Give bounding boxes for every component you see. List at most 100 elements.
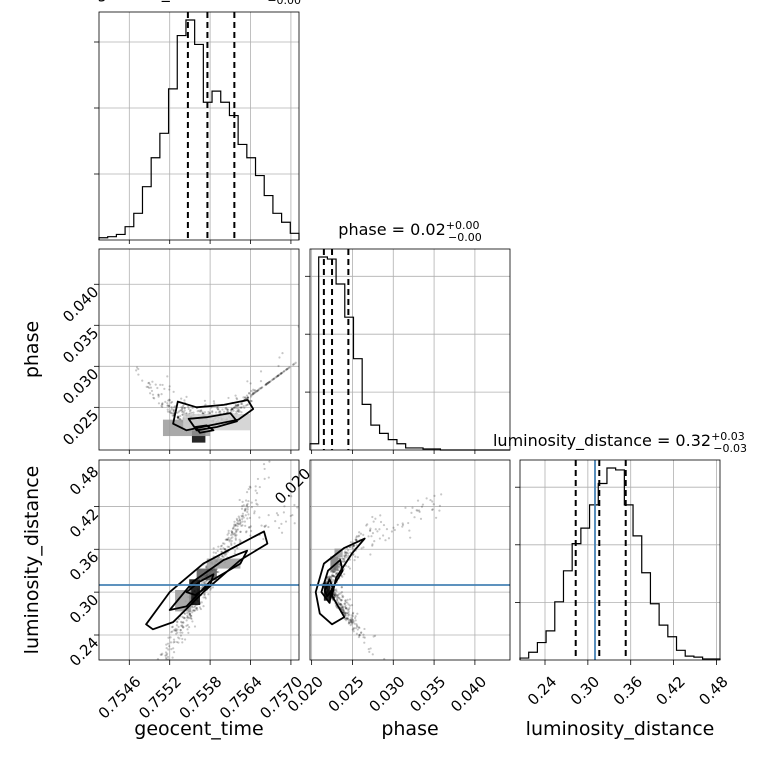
scatter-point xyxy=(342,610,346,613)
scatter-point xyxy=(245,403,249,407)
scatter-point xyxy=(354,619,357,622)
scatter-point xyxy=(158,666,160,668)
scatter-point xyxy=(331,571,334,574)
scatter-point xyxy=(280,522,283,525)
ytick-label-luminosity_distance-2: 0.36 xyxy=(66,548,102,584)
scatter-point xyxy=(200,601,203,604)
scatter-point xyxy=(186,616,189,619)
scatter-point xyxy=(404,506,407,509)
scatter-point xyxy=(331,573,334,576)
scatter-point xyxy=(166,652,169,655)
scatter-point xyxy=(254,489,257,492)
scatter-point xyxy=(349,620,353,623)
ytick-label-phase-low: 0.020 xyxy=(271,465,314,508)
scatter-point xyxy=(173,640,176,643)
scatter-point xyxy=(274,520,277,523)
scatter-point xyxy=(171,625,174,628)
scatter-point xyxy=(240,402,243,406)
scatter-point xyxy=(142,689,144,691)
scatter-point xyxy=(355,539,358,542)
scatter-point xyxy=(243,509,246,512)
scatter-point xyxy=(203,593,206,596)
xtick-label-luminosity_distance-4: 0.48 xyxy=(695,673,731,709)
scatter-point xyxy=(353,544,356,547)
scatter-point xyxy=(343,554,346,557)
scatter-point xyxy=(235,533,238,537)
scatter-point xyxy=(334,594,337,597)
scatter-point xyxy=(275,375,279,378)
scatter-point xyxy=(226,545,229,548)
panel-title-phase: phase = 0.02+0.00 −0.00 xyxy=(338,219,481,244)
scatter-point xyxy=(204,566,208,569)
histogram-phase xyxy=(309,256,510,451)
scatter-point xyxy=(216,407,219,410)
scatter-point xyxy=(349,619,352,622)
scatter-point xyxy=(286,436,288,438)
scatter-point xyxy=(221,555,224,558)
scatter-point xyxy=(246,403,250,406)
scatter-point xyxy=(259,387,262,390)
density-cell-phase-vs-luminosity_distance-0 xyxy=(323,583,331,601)
scatter-point xyxy=(343,559,346,563)
scatter-point xyxy=(256,477,260,481)
scatter-point xyxy=(187,626,191,629)
scatter-point xyxy=(181,409,184,412)
scatter-point xyxy=(146,685,148,687)
scatter-point xyxy=(176,416,179,419)
scatter-point xyxy=(285,368,288,371)
scatter-point xyxy=(165,643,168,646)
scatter-point xyxy=(168,410,171,414)
scatter-point xyxy=(352,544,356,547)
scatter-point xyxy=(341,575,344,578)
scatter-point xyxy=(232,532,236,535)
scatter-point xyxy=(263,525,266,528)
scatter-point xyxy=(175,624,178,627)
scatter-point xyxy=(335,593,338,596)
scatter-point xyxy=(172,638,176,641)
scatter-point xyxy=(180,406,183,409)
scatter-point xyxy=(157,663,159,665)
scatter-point xyxy=(350,622,353,625)
scatter-point xyxy=(341,606,345,609)
scatter-point xyxy=(239,530,242,533)
scatter-point xyxy=(267,525,270,529)
scatter-point xyxy=(244,531,248,534)
scatter-point xyxy=(335,595,338,598)
scatter-point xyxy=(341,609,344,612)
contour-phase-vs-luminosity_distance-1 xyxy=(320,559,344,604)
scatter-point xyxy=(170,407,173,411)
scatter-point xyxy=(347,614,350,617)
scatter-point xyxy=(355,623,358,626)
scatter-point xyxy=(341,607,345,610)
scatter-point xyxy=(253,391,256,394)
scatter-point xyxy=(167,399,170,402)
scatter-point xyxy=(357,534,361,537)
scatter-point xyxy=(341,557,344,560)
scatter-point xyxy=(168,398,171,401)
scatter-point xyxy=(165,657,168,660)
scatter-point xyxy=(159,653,162,656)
scatter-point xyxy=(410,511,413,514)
scatter-point xyxy=(275,375,278,379)
scatter-point xyxy=(198,606,202,609)
scatter-point xyxy=(293,362,296,365)
scatter-point xyxy=(345,619,348,622)
scatter-point xyxy=(372,520,375,523)
scatter-point xyxy=(263,458,265,460)
scatter-point xyxy=(351,615,355,618)
scatter-point xyxy=(231,531,234,534)
scatter-point xyxy=(233,552,236,555)
scatter-point xyxy=(243,406,246,410)
scatter-point xyxy=(358,626,361,629)
scatter-point xyxy=(182,626,185,629)
scatter-point xyxy=(344,612,347,615)
scatter-point xyxy=(338,596,341,599)
scatter-point xyxy=(247,513,250,516)
scatter-point xyxy=(195,607,198,610)
ytick-label-luminosity_distance-1: 0.30 xyxy=(66,591,102,627)
scatter-point xyxy=(186,616,189,619)
scatter-point xyxy=(145,385,148,388)
scatter-point xyxy=(160,393,163,396)
scatter-point xyxy=(241,515,244,518)
scatter-point xyxy=(252,392,255,395)
